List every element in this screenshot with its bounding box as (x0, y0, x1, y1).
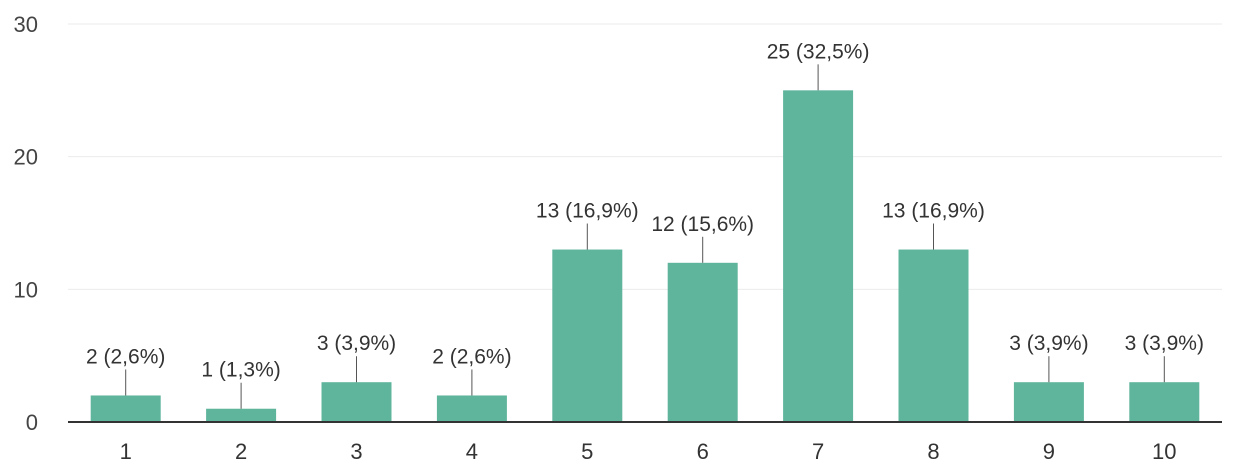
data-label: 12 (15,6%) (651, 213, 754, 236)
x-tick-label: 2 (235, 439, 247, 464)
data-label: 2 (2,6%) (432, 345, 511, 368)
y-tick-label: 30 (14, 12, 38, 37)
x-tick-label: 5 (581, 439, 593, 464)
bar (90, 395, 161, 422)
x-tick-label: 9 (1043, 439, 1055, 464)
gridlines (68, 23, 1222, 290)
bar (1129, 382, 1200, 422)
data-label: 1 (1,3%) (201, 359, 280, 382)
x-tick-label: 3 (350, 439, 362, 464)
x-axis-tick-labels: 1 2 3 4 5 6 7 8 9 10 (120, 439, 1177, 464)
y-axis-tick-labels: 0 10 20 30 (14, 12, 38, 435)
bar (321, 382, 392, 422)
x-tick-label: 4 (466, 439, 478, 464)
bar (898, 249, 969, 422)
y-tick-label: 10 (14, 277, 38, 302)
data-label: 13 (16,9%) (536, 200, 639, 223)
y-tick-label: 0 (26, 410, 38, 435)
data-label: 3 (3,9%) (1009, 332, 1088, 355)
data-label-leaders (125, 64, 1165, 409)
bar (783, 90, 854, 422)
bar (1013, 382, 1084, 422)
bars (90, 90, 1200, 422)
x-tick-label: 6 (697, 439, 709, 464)
x-tick-label: 10 (1152, 439, 1176, 464)
x-tick-label: 8 (927, 439, 939, 464)
data-label: 3 (3,9%) (1125, 332, 1204, 355)
data-label: 25 (32,5%) (767, 40, 870, 63)
data-label: 3 (3,9%) (317, 332, 396, 355)
bar (436, 395, 507, 422)
bar (206, 408, 277, 422)
x-tick-label: 1 (120, 439, 132, 464)
bar (552, 249, 623, 422)
data-label: 2 (2,6%) (86, 345, 165, 368)
x-tick-label: 7 (812, 439, 824, 464)
y-tick-label: 20 (14, 145, 38, 170)
data-labels: 2 (2,6%) 1 (1,3%) 3 (3,9%) 2 (2,6%) 13 (16,9… (86, 40, 1204, 381)
data-label: 13 (16,9%) (882, 200, 985, 223)
bar (667, 262, 738, 422)
